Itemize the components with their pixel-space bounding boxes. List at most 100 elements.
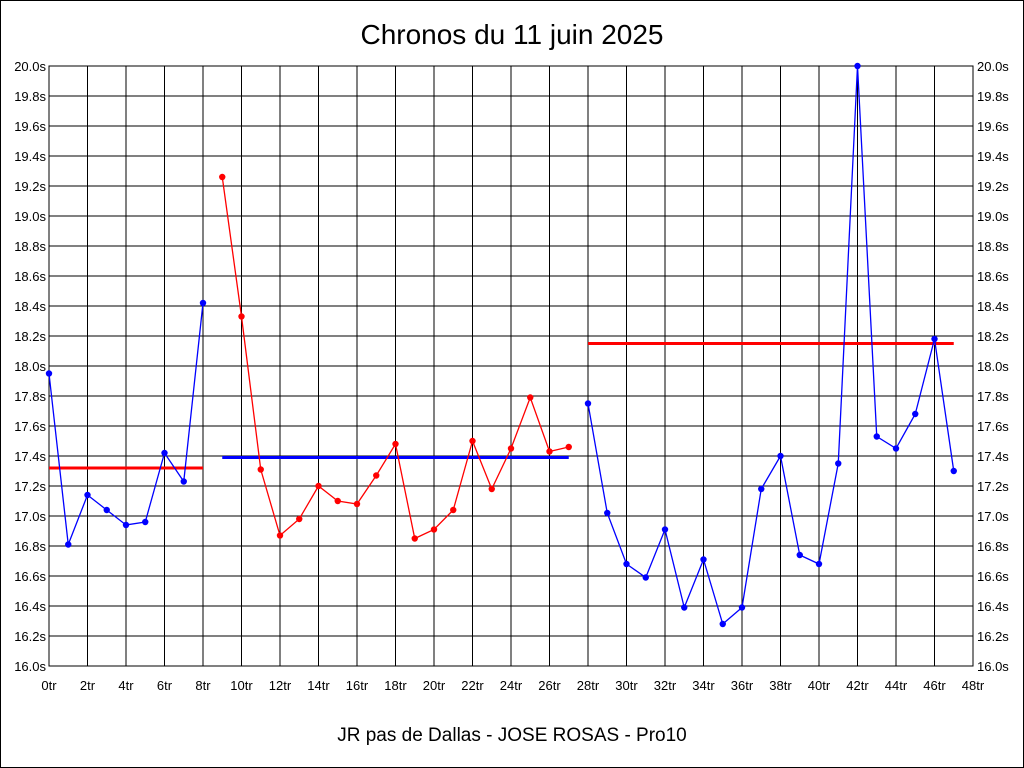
y-tick-label-right: 19.8s [977, 89, 1009, 104]
chart-title: Chronos du 11 juin 2025 [360, 19, 664, 50]
data-point [546, 448, 553, 455]
x-tick-label: 28tr [577, 678, 600, 693]
y-tick-label-left: 19.8s [14, 89, 46, 104]
data-point [142, 518, 149, 526]
y-tick-label-left: 19.0s [14, 209, 46, 224]
y-tick-label-right: 17.0s [977, 509, 1009, 524]
x-tick-label: 36tr [731, 678, 754, 693]
x-tick-label: 34tr [692, 678, 715, 693]
data-point [65, 541, 72, 548]
data-point [257, 466, 264, 473]
y-tick-label-right: 16.8s [977, 539, 1009, 554]
series-line [587, 65, 955, 626]
x-tick-label: 14tr [307, 678, 330, 693]
data-point [796, 551, 803, 559]
data-point [719, 620, 726, 628]
plot-area-border [48, 65, 974, 667]
data-point [835, 460, 842, 467]
y-tick-label-right: 19.4s [977, 149, 1009, 164]
y-tick-label-right: 18.0s [977, 359, 1009, 374]
x-tick-label: 4tr [118, 678, 134, 693]
y-tick-label-left: 18.2s [14, 329, 46, 344]
x-tick-label: 42tr [846, 678, 869, 693]
data-point [700, 556, 707, 563]
x-tick-label: 46tr [923, 678, 946, 693]
x-tick-label: 12tr [269, 678, 292, 693]
chart-subtitle: JR pas de Dallas - JOSE ROSAS - Pro10 [337, 725, 687, 746]
data-point [45, 370, 53, 377]
data-point [219, 173, 226, 181]
x-tick-label: 26tr [538, 678, 561, 693]
data-point [642, 574, 649, 581]
y-tick-label-left: 16.0s [14, 659, 46, 674]
x-tick-label: 38tr [769, 678, 792, 693]
data-point [180, 478, 187, 485]
y-tick-label-right: 17.6s [977, 419, 1009, 434]
x-tick-label: 6tr [157, 678, 173, 693]
y-tick-label-right: 16.2s [977, 629, 1009, 644]
y-tick-label-right: 20.0s [977, 59, 1009, 74]
data-point [777, 452, 784, 460]
data-point [469, 437, 476, 445]
y-tick-label-left: 17.2s [14, 479, 46, 494]
y-tick-label-right: 16.6s [977, 569, 1009, 584]
data-point [353, 500, 361, 508]
data-point [527, 394, 534, 401]
y-tick-label-left: 16.2s [14, 629, 46, 644]
data-point [931, 335, 938, 343]
y-tick-label-right: 18.6s [977, 269, 1009, 284]
data-point [661, 526, 669, 533]
data-point [892, 445, 900, 452]
x-tick-label: 18tr [384, 678, 407, 693]
x-tick-label: 10tr [230, 678, 253, 693]
y-tick-label-left: 20.0s [14, 59, 46, 74]
y-tick-label-right: 17.8s [977, 389, 1009, 404]
data-point [161, 449, 168, 457]
data-point [488, 485, 495, 493]
data-point [103, 506, 110, 514]
y-tick-label-left: 16.6s [14, 569, 46, 584]
data-point [122, 521, 130, 529]
data-point [276, 532, 284, 539]
y-tick-label-left: 17.8s [14, 389, 46, 404]
data-point [392, 440, 399, 448]
data-point [738, 604, 746, 611]
x-tick-label: 40tr [808, 678, 831, 693]
y-tick-label-right: 16.4s [977, 599, 1009, 614]
y-tick-label-right: 18.4s [977, 299, 1009, 314]
data-point [604, 509, 611, 517]
y-tick-label-left: 16.4s [14, 599, 46, 614]
x-tick-label: 8tr [195, 678, 211, 693]
x-tick-label: 24tr [500, 678, 523, 693]
data-point [411, 535, 418, 542]
x-tick-label: 16tr [346, 678, 369, 693]
y-tick-label-left: 19.6s [14, 119, 46, 134]
data-point [430, 526, 438, 533]
data-point [199, 299, 207, 307]
data-point [334, 497, 341, 505]
data-point [373, 472, 380, 479]
data-point [950, 467, 957, 475]
data-point [507, 445, 515, 452]
x-tick-label: 32tr [654, 678, 677, 693]
x-tick-label: 2tr [80, 678, 96, 693]
x-tick-label: 44tr [885, 678, 908, 693]
data-point [912, 410, 919, 418]
data-point [815, 560, 823, 568]
y-tick-label-left: 17.0s [14, 509, 46, 524]
y-tick-label-right: 17.4s [977, 449, 1009, 464]
data-point [873, 433, 880, 440]
y-tick-label-left: 17.6s [14, 419, 46, 434]
y-tick-label-right: 19.2s [977, 179, 1009, 194]
x-tick-label: 48tr [962, 678, 985, 693]
y-tick-label-left: 18.6s [14, 269, 46, 284]
data-point [565, 443, 572, 451]
y-tick-label-left: 18.4s [14, 299, 46, 314]
data-point [758, 485, 765, 493]
x-tick-label: 22tr [461, 678, 484, 693]
y-tick-label-left: 17.4s [14, 449, 46, 464]
y-tick-label-left: 16.8s [14, 539, 46, 554]
y-tick-label-right: 17.2s [977, 479, 1009, 494]
y-tick-label-left: 18.8s [14, 239, 46, 254]
y-tick-label-right: 19.6s [977, 119, 1009, 134]
